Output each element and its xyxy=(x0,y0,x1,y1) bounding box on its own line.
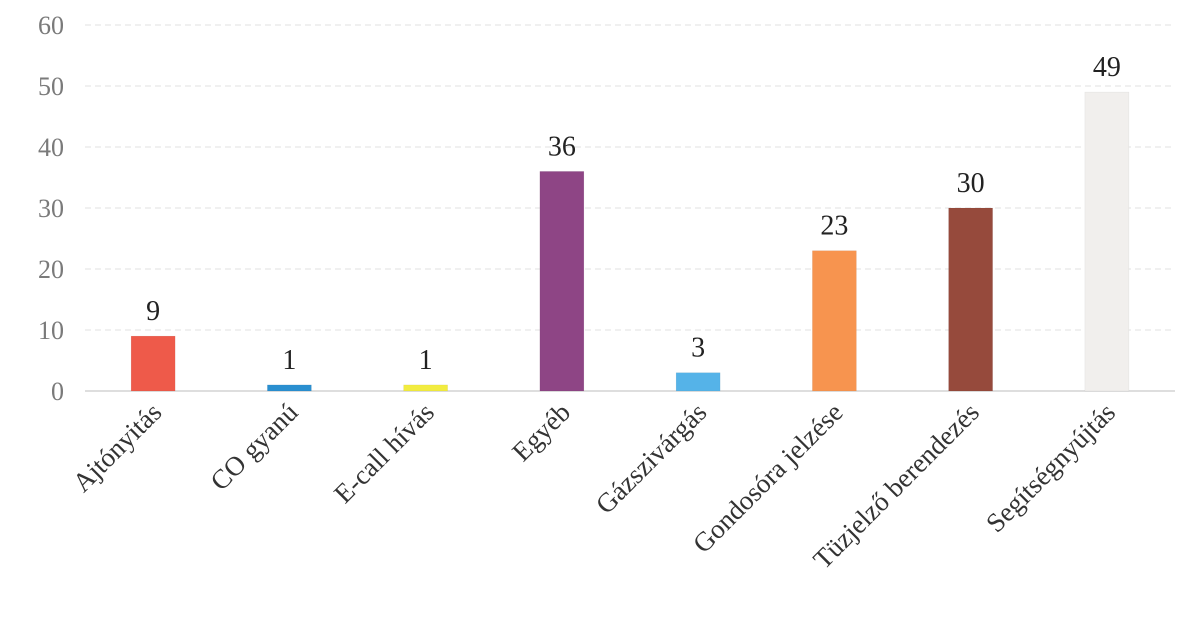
bars xyxy=(130,91,1130,392)
category-label-4: Egyéb xyxy=(506,397,576,467)
value-label-7: 30 xyxy=(957,168,985,199)
y-tick-label-40: 40 xyxy=(38,133,64,162)
category-label-5: Gázszivárgás xyxy=(590,397,713,520)
category-label-3: E-call hívás xyxy=(328,397,440,509)
bar-2 xyxy=(267,384,312,392)
value-label-2: 1 xyxy=(282,345,296,376)
bar-8 xyxy=(1084,91,1130,392)
category-label-1: Ajtónyitás xyxy=(67,397,168,498)
value-labels: 9 1 1 36 3 23 30 49 xyxy=(146,52,1121,376)
value-label-5: 3 xyxy=(691,333,705,364)
value-label-8: 49 xyxy=(1093,52,1121,83)
bar-3 xyxy=(403,384,448,392)
value-label-6: 23 xyxy=(820,211,848,242)
bar-1 xyxy=(130,335,176,392)
value-label-4: 36 xyxy=(548,131,576,162)
category-label-2: CO gyanú xyxy=(204,397,304,497)
gridlines xyxy=(85,24,1175,392)
y-axis-ticks: 0 10 20 30 40 50 60 xyxy=(38,11,64,406)
value-label-3: 1 xyxy=(419,345,433,376)
y-tick-label-0: 0 xyxy=(51,377,64,406)
bar-7 xyxy=(948,207,993,392)
y-tick-label-10: 10 xyxy=(38,316,64,345)
bar-6 xyxy=(812,250,857,392)
y-tick-label-30: 30 xyxy=(38,194,64,223)
category-label-8: Segítségnyújtás xyxy=(980,397,1121,538)
bar-5 xyxy=(675,372,721,392)
category-labels: Ajtónyitás CO gyanú E-call hívás Egyéb Gázsz… xyxy=(67,397,1122,575)
value-label-1: 9 xyxy=(146,296,160,327)
y-tick-label-50: 50 xyxy=(38,72,64,101)
bar-4 xyxy=(539,171,585,392)
y-tick-label-60: 60 xyxy=(38,11,64,40)
category-label-6: Gondosóra jelzése xyxy=(687,397,849,559)
y-tick-label-20: 20 xyxy=(38,255,64,284)
